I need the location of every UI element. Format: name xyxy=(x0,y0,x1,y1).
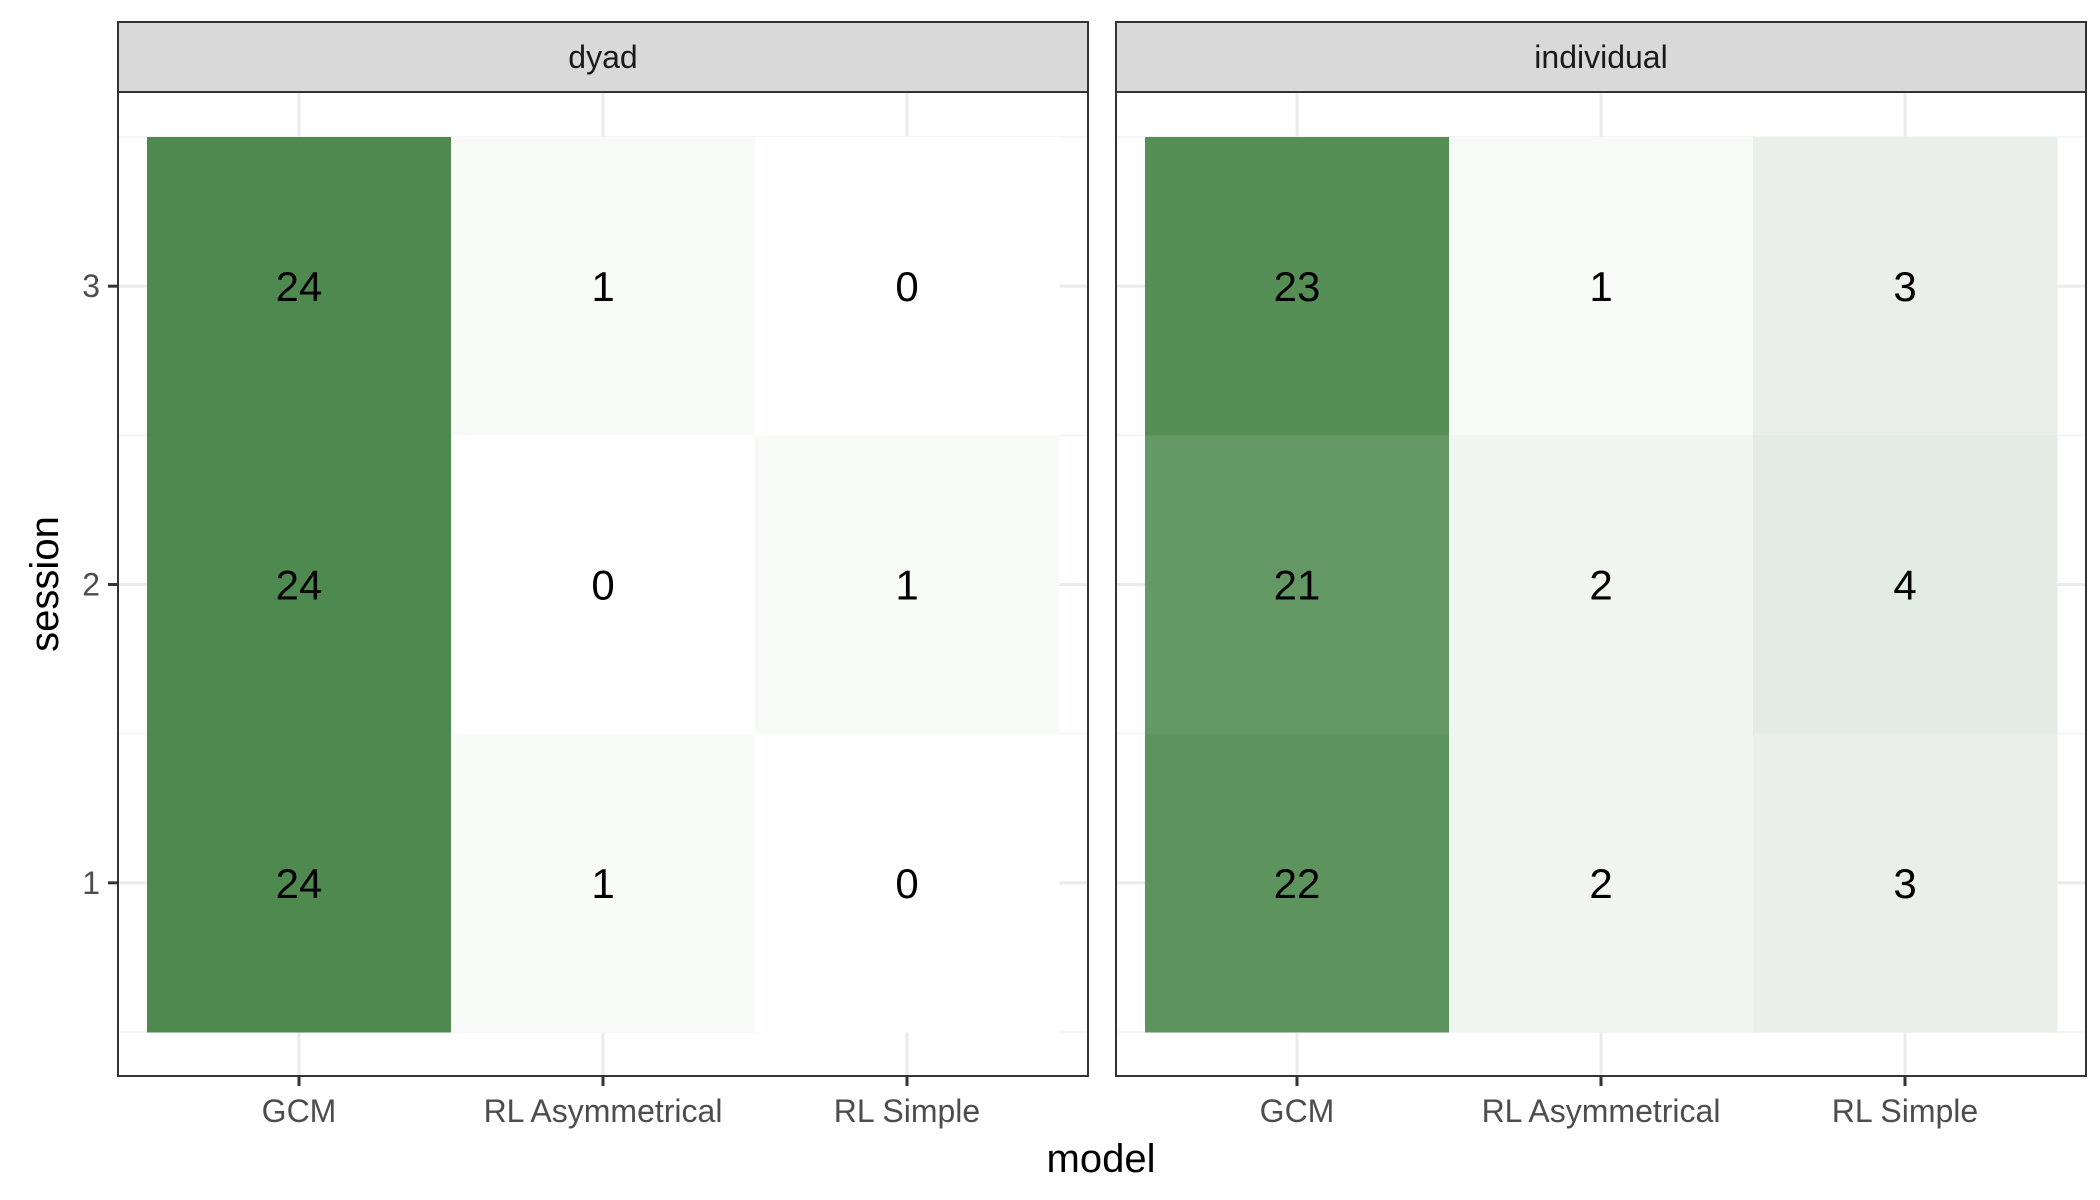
facet-strip xyxy=(1115,21,2087,93)
heatmap-tile xyxy=(1145,435,1450,735)
cell-value-label: 1 xyxy=(895,562,918,609)
y-tick-label: 1 xyxy=(82,865,100,901)
cell-value-label: 4 xyxy=(1893,562,1916,609)
heatmap-tile xyxy=(451,435,756,735)
y-tick-label: 3 xyxy=(82,268,100,304)
heatmap-tile xyxy=(1449,137,1754,436)
heatmap-tile xyxy=(1449,435,1754,735)
x-tick-label: RL Simple xyxy=(834,1093,980,1129)
cell-value-label: 0 xyxy=(895,860,918,907)
cell-value-label: 0 xyxy=(895,263,918,310)
heatmap-tile xyxy=(1145,733,1450,1033)
heatmap-tile xyxy=(1753,733,2058,1033)
x-tick-label: RL Asymmetrical xyxy=(1482,1093,1721,1129)
x-tick-label: GCM xyxy=(1260,1093,1335,1129)
heatmap-tile xyxy=(451,137,756,436)
cell-value-label: 2 xyxy=(1589,562,1612,609)
cell-value-label: 2 xyxy=(1589,860,1612,907)
heatmap-tile xyxy=(1753,435,2058,735)
cell-value-label: 23 xyxy=(1274,263,1321,310)
facet-strip-label: individual xyxy=(1534,39,1667,75)
cell-value-label: 24 xyxy=(276,263,323,310)
heatmap-tile xyxy=(1449,733,1754,1033)
heatmap-tile xyxy=(1753,137,2058,436)
cell-value-label: 24 xyxy=(276,860,323,907)
x-axis-title: model xyxy=(1047,1137,1156,1181)
heatmap-tile xyxy=(755,733,1060,1033)
cell-value-label: 1 xyxy=(1589,263,1612,310)
x-tick-label: RL Asymmetrical xyxy=(484,1093,723,1129)
heatmap-tile xyxy=(147,137,452,436)
cell-value-label: 3 xyxy=(1893,860,1916,907)
cell-value-label: 22 xyxy=(1274,860,1321,907)
cell-value-label: 21 xyxy=(1274,562,1321,609)
facet-strip xyxy=(117,21,1089,93)
heatmap-tile xyxy=(451,733,756,1033)
x-tick-label: RL Simple xyxy=(1832,1093,1978,1129)
cell-value-label: 24 xyxy=(276,562,323,609)
x-tick-label: GCM xyxy=(262,1093,337,1129)
heatmap-tile xyxy=(147,733,452,1033)
y-tick-label: 2 xyxy=(82,567,100,603)
heatmap-tile xyxy=(755,137,1060,436)
heatmap-tile xyxy=(147,435,452,735)
heatmap-tile xyxy=(755,435,1060,735)
cell-value-label: 1 xyxy=(591,860,614,907)
heatmap-tile xyxy=(1145,137,1450,436)
cell-value-label: 1 xyxy=(591,263,614,310)
cell-value-label: 0 xyxy=(591,562,614,609)
facet-strip-label: dyad xyxy=(568,39,637,75)
cell-value-label: 3 xyxy=(1893,263,1916,310)
y-axis-title: session xyxy=(23,516,67,652)
